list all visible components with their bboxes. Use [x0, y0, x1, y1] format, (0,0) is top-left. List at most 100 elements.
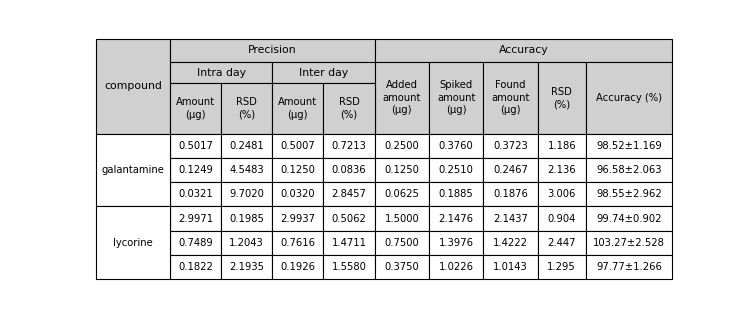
Bar	[96, 39, 170, 134]
Bar	[272, 134, 323, 158]
Bar	[483, 182, 538, 207]
Bar	[323, 182, 375, 207]
Bar	[429, 134, 483, 158]
Bar	[221, 182, 272, 207]
Bar	[272, 207, 323, 231]
Bar	[375, 158, 429, 182]
Bar	[96, 134, 170, 207]
Text: galantamine: galantamine	[102, 165, 165, 175]
Text: 4.5483: 4.5483	[230, 165, 264, 175]
Bar	[483, 134, 538, 158]
Bar	[221, 231, 272, 255]
Bar	[483, 255, 538, 279]
Text: Amount
(μg): Amount (μg)	[176, 97, 215, 120]
Text: 1.186: 1.186	[548, 141, 576, 151]
Text: 0.0836: 0.0836	[331, 165, 367, 175]
Bar	[272, 182, 323, 207]
Bar	[272, 255, 323, 279]
Bar	[375, 134, 429, 158]
Bar	[323, 207, 375, 231]
Text: 103.27±2.528: 103.27±2.528	[593, 238, 665, 248]
Text: 1.4711: 1.4711	[331, 238, 367, 248]
Text: 0.1926: 0.1926	[280, 262, 316, 272]
Text: 2.8457: 2.8457	[331, 189, 367, 199]
Text: 0.3723: 0.3723	[493, 141, 528, 151]
Bar	[272, 83, 323, 134]
Text: Accuracy (%): Accuracy (%)	[596, 93, 662, 103]
Bar	[538, 62, 586, 134]
Bar	[375, 39, 672, 62]
Bar	[323, 255, 375, 279]
Text: 96.58±2.063: 96.58±2.063	[596, 165, 662, 175]
Bar	[375, 255, 429, 279]
Bar	[170, 255, 221, 279]
Bar	[483, 62, 538, 134]
Text: 0.7213: 0.7213	[331, 141, 367, 151]
Bar	[323, 83, 375, 134]
Bar	[375, 231, 429, 255]
Text: Found
amount
(μg): Found amount (μg)	[491, 80, 530, 115]
Bar	[586, 158, 672, 182]
Text: 1.2043: 1.2043	[230, 238, 264, 248]
Bar	[272, 62, 375, 83]
Text: 2.1935: 2.1935	[229, 262, 264, 272]
Bar	[375, 62, 429, 134]
Text: Accuracy: Accuracy	[498, 45, 548, 55]
Text: 0.1822: 0.1822	[178, 262, 213, 272]
Text: 0.1250: 0.1250	[384, 165, 419, 175]
Bar	[170, 134, 221, 158]
Text: 0.7500: 0.7500	[384, 238, 419, 248]
Text: compound: compound	[104, 82, 162, 91]
Bar	[375, 182, 429, 207]
Bar	[170, 83, 221, 134]
Bar	[221, 207, 272, 231]
Text: 0.2481: 0.2481	[230, 141, 264, 151]
Bar	[170, 62, 272, 83]
Text: 1.5580: 1.5580	[331, 262, 367, 272]
Text: Amount
(μg): Amount (μg)	[278, 97, 317, 120]
Text: 0.3760: 0.3760	[439, 141, 473, 151]
Bar	[586, 207, 672, 231]
Text: 0.5017: 0.5017	[178, 141, 213, 151]
Text: 1.4222: 1.4222	[493, 238, 528, 248]
Text: RSD
(%): RSD (%)	[551, 87, 572, 109]
Text: 2.9937: 2.9937	[280, 214, 316, 224]
Bar	[375, 207, 429, 231]
Bar	[272, 158, 323, 182]
Bar	[170, 182, 221, 207]
Text: 98.52±1.169: 98.52±1.169	[596, 141, 662, 151]
Text: 0.5062: 0.5062	[331, 214, 367, 224]
Bar	[429, 182, 483, 207]
Text: 0.1985: 0.1985	[230, 214, 264, 224]
Text: 3.006: 3.006	[548, 189, 576, 199]
Bar	[483, 207, 538, 231]
Bar	[538, 182, 586, 207]
Text: 1.0226: 1.0226	[438, 262, 473, 272]
Text: lycorine: lycorine	[113, 238, 153, 248]
Text: 0.7489: 0.7489	[178, 238, 213, 248]
Bar	[586, 62, 672, 134]
Bar	[323, 231, 375, 255]
Bar	[96, 207, 170, 279]
Text: 1.0143: 1.0143	[493, 262, 528, 272]
Bar	[538, 158, 586, 182]
Text: 2.1476: 2.1476	[438, 214, 473, 224]
Bar	[586, 182, 672, 207]
Text: 0.3750: 0.3750	[384, 262, 419, 272]
Bar	[221, 158, 272, 182]
Text: Inter day: Inter day	[299, 68, 348, 77]
Bar	[170, 231, 221, 255]
Bar	[323, 134, 375, 158]
Text: 97.77±1.266: 97.77±1.266	[596, 262, 662, 272]
Text: Intra day: Intra day	[197, 68, 245, 77]
Text: 0.1885: 0.1885	[439, 189, 473, 199]
Text: RSD
(%): RSD (%)	[339, 97, 360, 120]
Text: RSD
(%): RSD (%)	[236, 97, 257, 120]
Text: 0.2500: 0.2500	[384, 141, 419, 151]
Text: Added
amount
(μg): Added amount (μg)	[383, 80, 421, 115]
Bar	[221, 255, 272, 279]
Text: Precision: Precision	[248, 45, 297, 55]
Text: 9.7020: 9.7020	[230, 189, 264, 199]
Bar	[538, 231, 586, 255]
Bar	[170, 207, 221, 231]
